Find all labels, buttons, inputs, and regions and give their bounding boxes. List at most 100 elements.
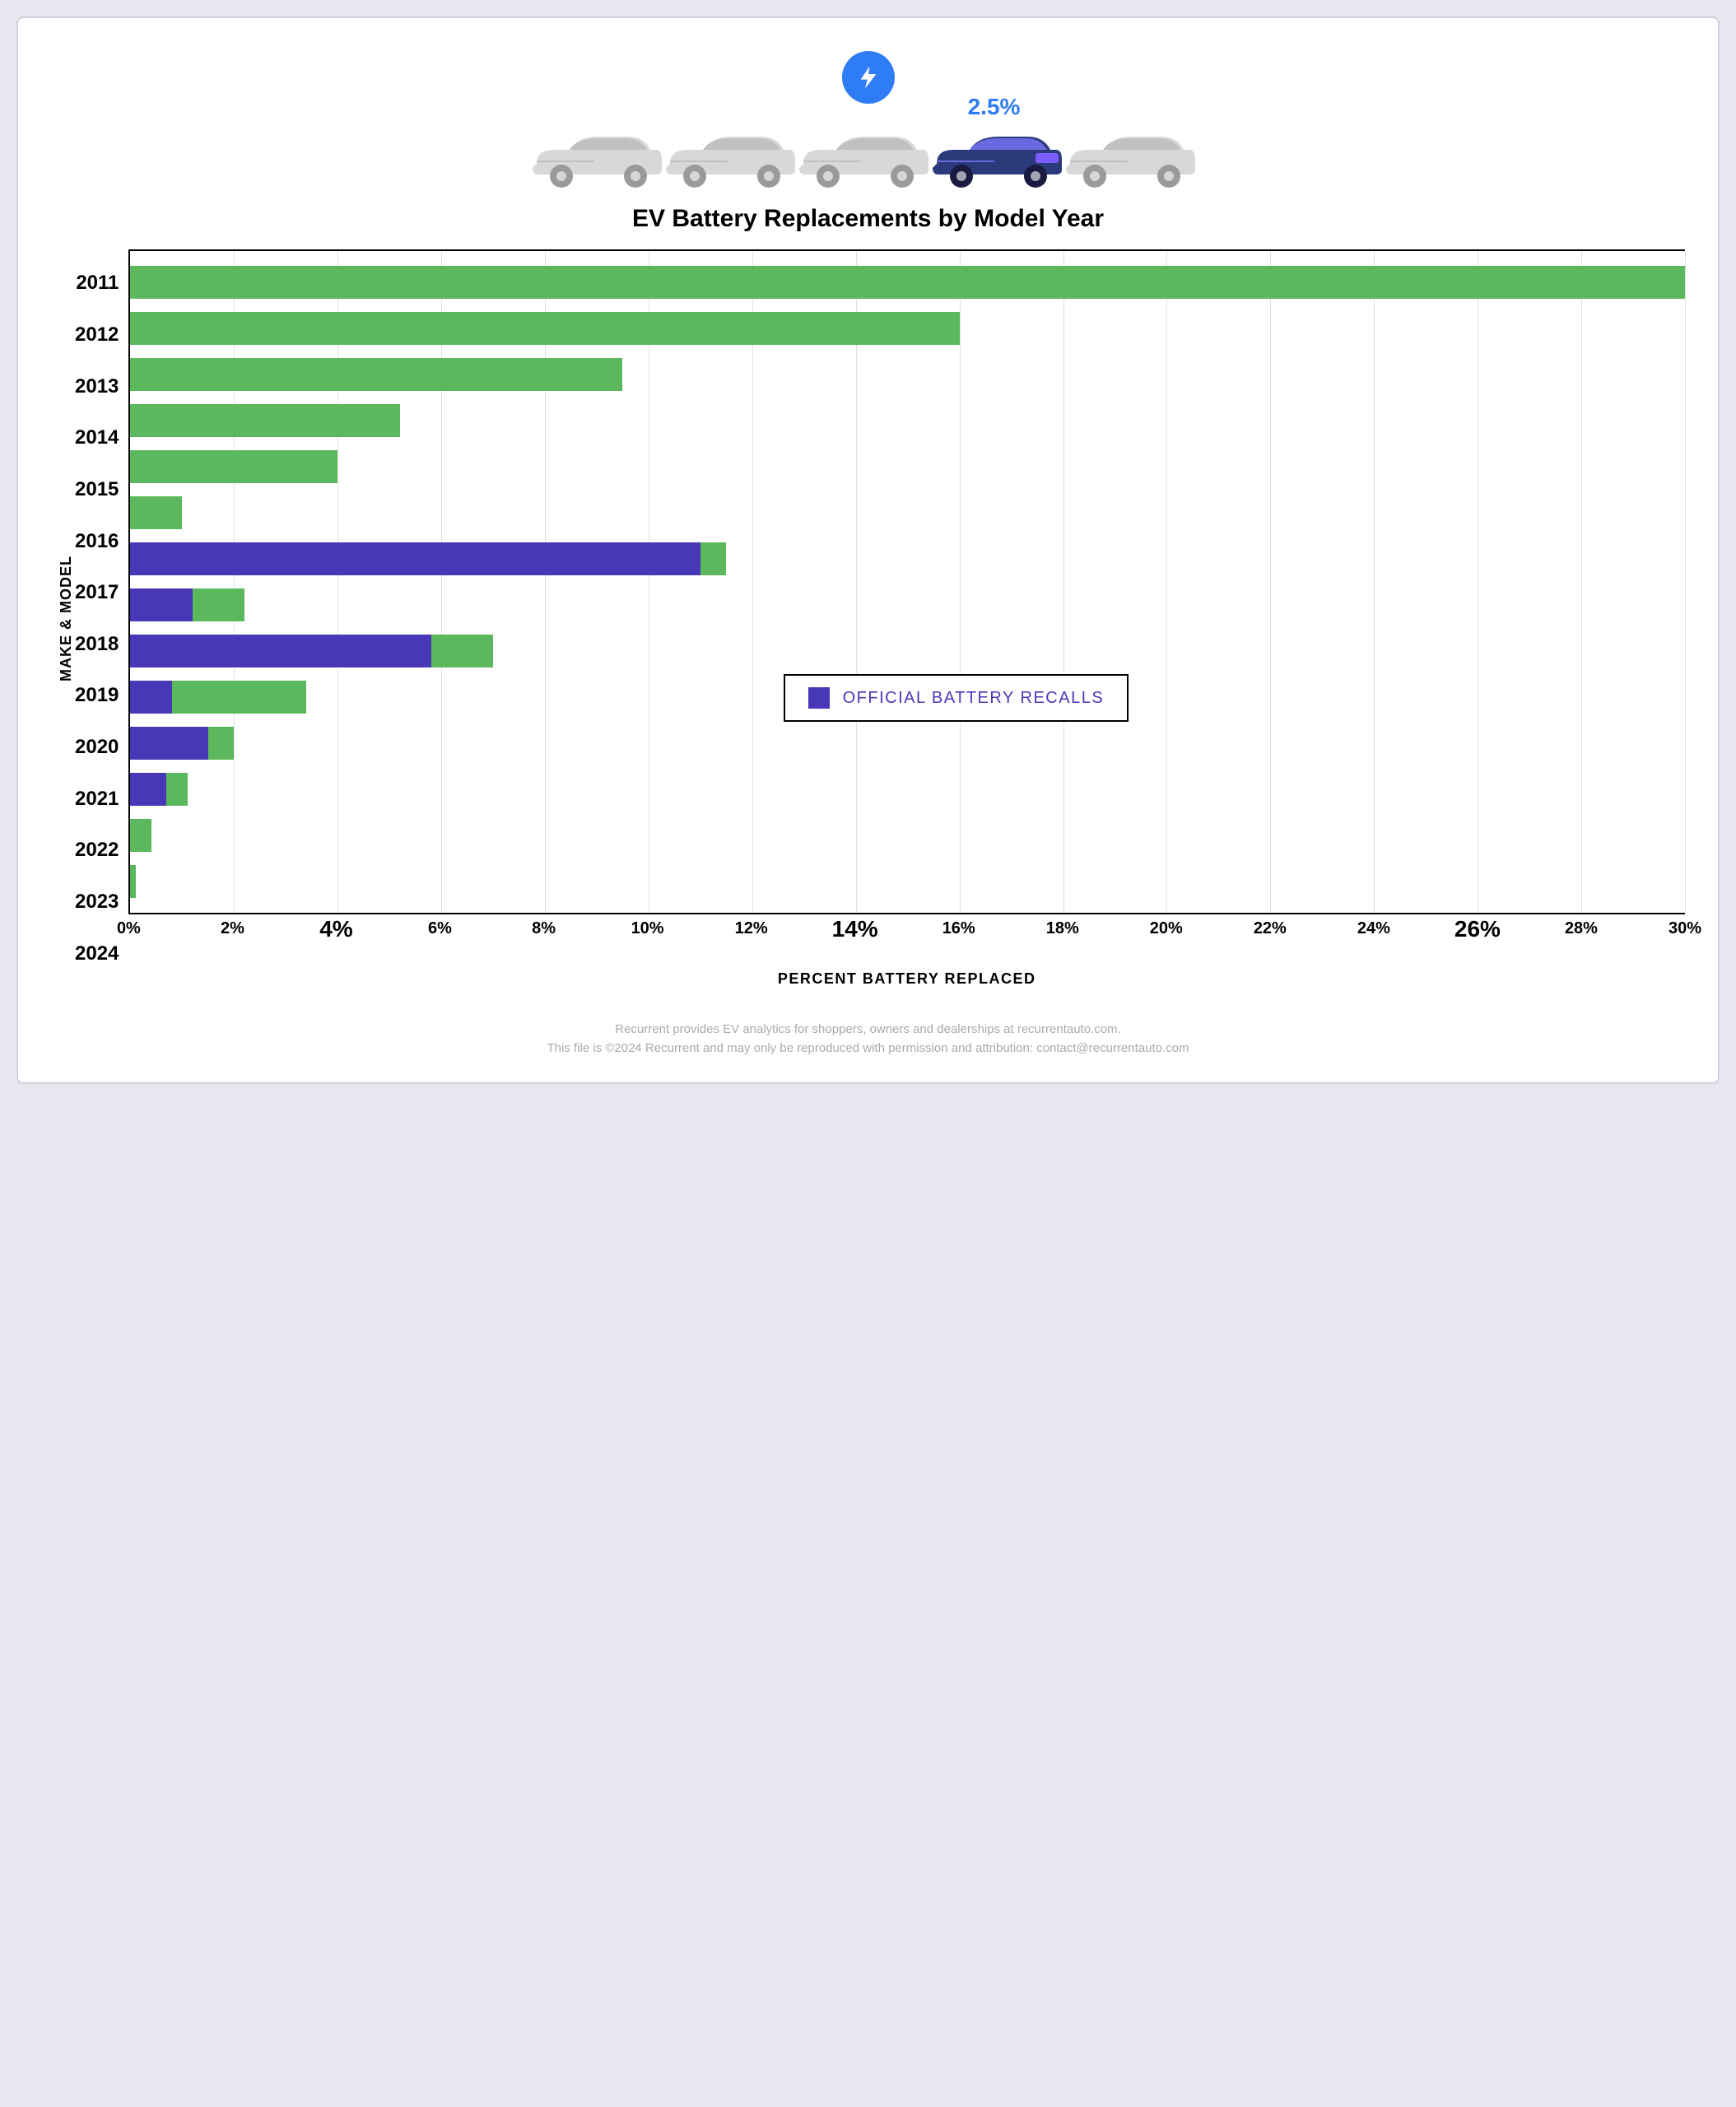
y-tick: 2023 — [75, 879, 119, 925]
bar-stack — [130, 542, 726, 575]
bar-segment-other — [431, 635, 494, 667]
x-tick: 8% — [532, 919, 556, 938]
bar-stack — [130, 727, 234, 760]
x-tick: 26% — [1454, 916, 1501, 942]
bar-segment-other — [130, 450, 337, 483]
bar-row — [130, 351, 1685, 398]
x-tick: 12% — [735, 919, 768, 938]
car — [1054, 119, 1202, 197]
bar-segment-other — [130, 819, 151, 852]
car-icon — [920, 119, 1068, 193]
bar-row — [130, 858, 1685, 905]
bar-stack — [130, 450, 337, 483]
bar-stack — [130, 819, 151, 852]
bar-stack — [130, 312, 959, 345]
bar-segment-recall — [130, 773, 166, 806]
legend: OFFICIAL BATTERY RECALLS — [784, 674, 1129, 722]
chart-title: EV Battery Replacements by Model Year — [51, 205, 1685, 233]
x-tick: 22% — [1254, 919, 1287, 938]
y-tick: 2016 — [75, 519, 119, 565]
y-tick: 2021 — [75, 776, 119, 822]
x-tick: 14% — [832, 916, 878, 942]
y-tick: 2022 — [75, 827, 119, 873]
bar-row — [130, 444, 1685, 490]
bar-stack — [130, 266, 1685, 299]
bar-segment-other — [130, 266, 1685, 299]
bar-segment-other — [172, 681, 307, 714]
bar-row — [130, 398, 1685, 444]
bars — [130, 259, 1685, 905]
cars-row: 2.5% — [51, 119, 1685, 197]
bar-stack — [130, 635, 493, 667]
bar-row — [130, 490, 1685, 536]
y-tick: 2013 — [75, 364, 119, 410]
y-tick: 2018 — [75, 621, 119, 667]
bar-segment-other — [130, 496, 182, 529]
bar-row — [130, 766, 1685, 812]
bar-segment-other — [130, 312, 959, 345]
y-tick: 2012 — [75, 312, 119, 358]
bar-row — [130, 536, 1685, 582]
car — [520, 119, 668, 197]
y-ticks: 2011 2012 2013 2014 2015 2016 2017 2018 2019 2020… — [75, 249, 128, 988]
bar-segment-other — [166, 773, 187, 806]
y-axis-label: MAKE & MODEL — [51, 556, 75, 681]
bar-segment-recall — [130, 542, 700, 575]
gridline — [1685, 251, 1686, 913]
x-tick: 28% — [1565, 919, 1598, 938]
x-tick: 2% — [221, 919, 244, 938]
bar-segment-recall — [130, 588, 193, 621]
bar-segment-other — [700, 542, 726, 575]
bolt-icon — [842, 51, 895, 104]
y-tick: 2020 — [75, 724, 119, 770]
car — [787, 119, 935, 197]
bar-segment-other — [130, 358, 622, 391]
x-tick: 24% — [1357, 919, 1390, 938]
y-tick: 2017 — [75, 570, 119, 616]
x-tick: 10% — [631, 919, 664, 938]
plot-area: OFFICIAL BATTERY RECALLS — [128, 249, 1685, 914]
car-icon — [1054, 119, 1202, 193]
x-tick: 4% — [319, 916, 352, 942]
car-icon — [520, 119, 668, 193]
bar-segment-other — [130, 404, 399, 437]
x-axis-label: PERCENT BATTERY REPLACED — [128, 970, 1685, 988]
bar-stack — [130, 681, 306, 714]
bar-row — [130, 305, 1685, 351]
x-tick: 20% — [1150, 919, 1183, 938]
bar-segment-recall — [130, 681, 171, 714]
bar-stack — [130, 404, 399, 437]
x-tick: 16% — [942, 919, 975, 938]
bar-row — [130, 582, 1685, 628]
y-tick: 2024 — [75, 931, 119, 977]
bar-row — [130, 812, 1685, 858]
bar-segment-other — [130, 865, 135, 898]
car — [654, 119, 802, 197]
bar-stack — [130, 358, 622, 391]
bar-segment-recall — [130, 727, 207, 760]
footer-line-1: Recurrent provides EV analytics for shop… — [51, 1021, 1685, 1040]
x-ticks: 0%2%4%6%8%10%12%14%16%18%20%22%24%26%28%… — [128, 919, 1685, 952]
bar-stack — [130, 588, 244, 621]
x-tick: 0% — [117, 919, 141, 938]
legend-swatch — [808, 687, 830, 709]
x-tick: 6% — [428, 919, 452, 938]
bar-row — [130, 628, 1685, 674]
y-tick: 2015 — [75, 467, 119, 513]
chart-area: MAKE & MODEL 201120122013201420152016201… — [51, 249, 1685, 988]
infographic-frame: 2.5% EV Battery Replacements by Model Ye… — [16, 16, 1720, 1084]
y-tick: 2019 — [75, 672, 119, 719]
legend-label: OFFICIAL BATTERY RECALLS — [843, 689, 1105, 708]
footer: Recurrent provides EV analytics for shop… — [51, 1021, 1685, 1058]
car: 2.5% — [920, 119, 1068, 197]
car-icon — [787, 119, 935, 193]
lightning-icon — [855, 64, 882, 91]
x-tick: 30% — [1669, 919, 1701, 938]
car-callout: 2.5% — [968, 94, 1021, 120]
bar-stack — [130, 865, 135, 898]
y-tick: 2011 — [75, 260, 119, 306]
footer-line-2: This file is ©2024 Recurrent and may onl… — [51, 1040, 1685, 1058]
bar-stack — [130, 773, 187, 806]
y-tick: 2014 — [75, 415, 119, 461]
bar-segment-other — [193, 588, 244, 621]
